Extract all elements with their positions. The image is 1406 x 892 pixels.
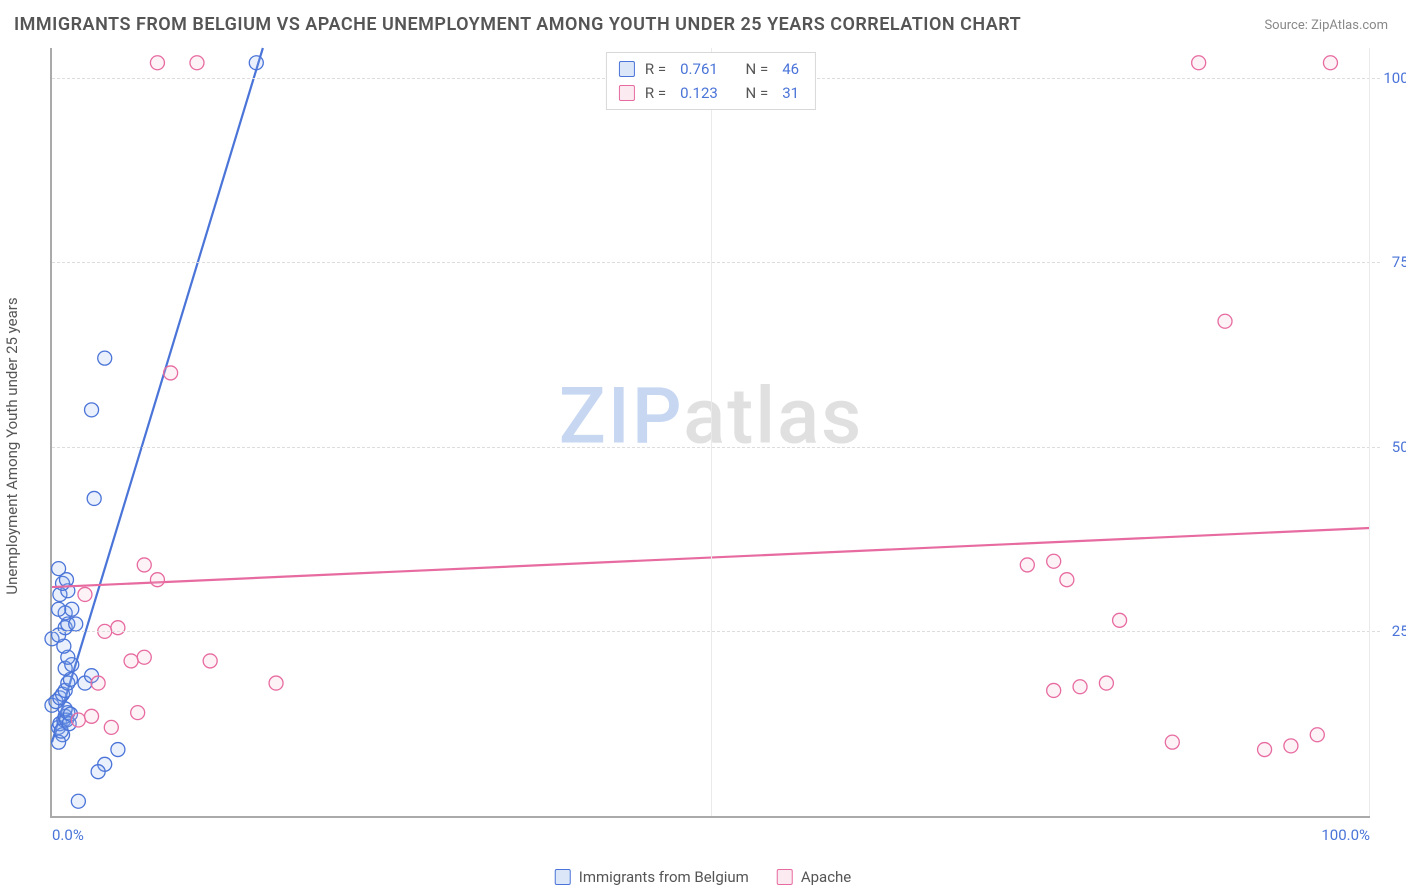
- r-value-belgium: 0.761: [676, 57, 722, 81]
- y-axis-label: Unemployment Among Youth under 25 years: [3, 297, 21, 594]
- data-point-apache: [1020, 558, 1034, 572]
- data-point-apache: [1258, 743, 1272, 757]
- data-point-apache: [104, 720, 118, 734]
- data-point-apache: [1192, 56, 1206, 70]
- data-point-belgium: [69, 617, 83, 631]
- data-point-belgium: [52, 602, 66, 616]
- data-point-belgium: [52, 562, 66, 576]
- data-point-apache: [1060, 573, 1074, 587]
- n-value-apache: 31: [778, 81, 803, 105]
- data-point-apache: [1073, 680, 1087, 694]
- bottom-legend: Immigrants from Belgium Apache: [555, 868, 852, 886]
- data-point-apache: [150, 56, 164, 70]
- r-label: R =: [645, 81, 666, 105]
- data-point-belgium: [98, 351, 112, 365]
- data-point-apache: [91, 676, 105, 690]
- data-point-apache: [1218, 314, 1232, 328]
- legend-item-belgium: Immigrants from Belgium: [555, 868, 749, 886]
- r-value-apache: 0.123: [676, 81, 722, 105]
- data-point-apache: [1165, 735, 1179, 749]
- trend-line-belgium: [52, 48, 263, 742]
- data-point-apache: [203, 654, 217, 668]
- data-point-belgium: [111, 743, 125, 757]
- n-label: N =: [746, 57, 769, 81]
- data-point-apache: [1099, 676, 1113, 690]
- y-tick-label: 75.0%: [1376, 253, 1406, 271]
- legend-label-belgium: Immigrants from Belgium: [579, 868, 749, 886]
- data-point-apache: [1284, 739, 1298, 753]
- data-point-apache: [85, 709, 99, 723]
- data-point-apache: [124, 654, 138, 668]
- data-point-apache: [111, 621, 125, 635]
- data-point-apache: [1047, 683, 1061, 697]
- y-tick-label: 25.0%: [1376, 622, 1406, 640]
- swatch-apache-icon: [777, 869, 793, 885]
- x-tick-label-max: 100.0%: [1321, 826, 1370, 844]
- n-value-belgium: 46: [778, 57, 803, 81]
- data-point-apache: [137, 650, 151, 664]
- data-point-belgium: [71, 794, 85, 808]
- stats-row-apache: R = 0.123 N = 31: [619, 81, 803, 105]
- legend-label-apache: Apache: [801, 868, 851, 886]
- data-point-apache: [78, 587, 92, 601]
- data-point-apache: [1323, 56, 1337, 70]
- data-point-apache: [190, 56, 204, 70]
- stats-row-belgium: R = 0.761 N = 46: [619, 57, 803, 81]
- data-point-apache: [1310, 728, 1324, 742]
- data-point-apache: [269, 676, 283, 690]
- data-point-apache: [150, 573, 164, 587]
- n-label: N =: [746, 81, 769, 105]
- data-point-apache: [164, 366, 178, 380]
- data-point-apache: [131, 706, 145, 720]
- source-attribution: Source: ZipAtlas.com: [1264, 18, 1388, 33]
- data-point-belgium: [85, 403, 99, 417]
- source-value: ZipAtlas.com: [1311, 18, 1388, 33]
- data-point-belgium: [65, 602, 79, 616]
- swatch-belgium-icon: [619, 61, 635, 77]
- data-point-apache: [1113, 613, 1127, 627]
- swatch-belgium-icon: [555, 869, 571, 885]
- plot-area: ZIPatlas R = 0.761 N = 46 R = 0.123 N = …: [50, 48, 1370, 818]
- data-point-belgium: [91, 765, 105, 779]
- data-point-apache: [1047, 554, 1061, 568]
- x-tick-label-min: 0.0%: [52, 826, 84, 844]
- source-label: Source:: [1264, 18, 1307, 33]
- r-label: R =: [645, 57, 666, 81]
- correlation-stats-box: R = 0.761 N = 46 R = 0.123 N = 31: [606, 52, 816, 110]
- data-point-belgium: [249, 56, 263, 70]
- swatch-apache-icon: [619, 85, 635, 101]
- data-point-apache: [137, 558, 151, 572]
- chart-title: IMMIGRANTS FROM BELGIUM VS APACHE UNEMPL…: [14, 14, 1021, 35]
- legend-item-apache: Apache: [777, 868, 851, 886]
- data-point-belgium: [87, 491, 101, 505]
- y-tick-label: 50.0%: [1376, 438, 1406, 456]
- data-point-apache: [71, 713, 85, 727]
- y-tick-label: 100.0%: [1376, 69, 1406, 87]
